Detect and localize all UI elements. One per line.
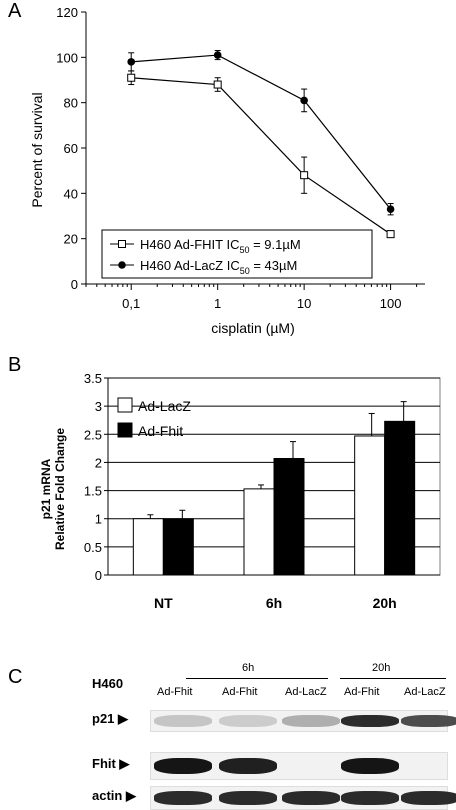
survival-y-tick-label: 120 xyxy=(56,5,78,20)
survival-legend-label: H460 Ad-LacZ IC50 = 43µM xyxy=(140,258,297,276)
blot-band xyxy=(401,715,456,727)
p21-plot-area: 0 0.5 1 1.5 2 2.5 3 3.5 NT 6h 20h xyxy=(84,371,441,611)
panel-c-label: C xyxy=(8,666,23,688)
p21-y-tick-label: 1 xyxy=(95,512,102,527)
blot-band xyxy=(282,791,340,805)
p21-y-tick-label: 3 xyxy=(95,399,102,414)
p21-y-tick-label: 2.5 xyxy=(84,427,102,442)
survival-y-axis-label: Percent of survival xyxy=(29,92,45,207)
western-blot: H460 6h 20h Ad-Fhit Ad-Fhit Ad-LacZ Ad-Fhit… xyxy=(0,660,456,810)
blot-row-label: Fhit ▶ xyxy=(92,756,130,771)
lane-label: Ad-Fhit xyxy=(222,686,258,698)
survival-series-line xyxy=(131,77,391,235)
p21-y-tick-label: 0 xyxy=(95,568,102,583)
blot-strip xyxy=(150,710,456,732)
blot-strip xyxy=(150,752,448,780)
survival-point-lacz xyxy=(300,96,308,105)
survival-point-fhit xyxy=(127,73,136,82)
blot-band xyxy=(341,715,399,727)
blot-band xyxy=(154,715,212,727)
blot-band xyxy=(154,791,212,805)
p21-y-tick-label: 0.5 xyxy=(84,540,102,555)
survival-point-fhit xyxy=(300,171,309,180)
survival-point-fhit xyxy=(213,80,222,89)
survival-y-tick-label: 100 xyxy=(56,50,78,65)
blot-band xyxy=(219,791,277,805)
p21-bar xyxy=(384,420,416,576)
p21-bar xyxy=(354,435,386,576)
p21-y-tick-label: 2 xyxy=(95,455,102,470)
survival-point-lacz xyxy=(213,51,222,59)
survival-y-tick-label: 60 xyxy=(64,141,78,156)
survival-legend-label: H460 Ad-FHIT IC50 = 9.1µM xyxy=(140,237,301,255)
survival-point-fhit xyxy=(386,230,395,239)
survival-legend-marker-fhit xyxy=(118,240,126,248)
survival-series xyxy=(127,50,395,239)
lane-label: Ad-Fhit xyxy=(344,686,380,698)
survival-point-lacz xyxy=(127,58,136,66)
p21-category-label: 6h xyxy=(266,595,282,611)
p21-legend-swatch xyxy=(117,422,133,438)
blot-row-label: p21 ▶ xyxy=(92,711,129,726)
blot-band xyxy=(282,715,340,727)
time-20h-divider xyxy=(340,678,446,679)
lane-label: Ad-LacZ xyxy=(285,686,327,698)
survival-axes: 0 20 40 60 80 100 120 0,1 1 10 100 xyxy=(56,5,425,311)
survival-x-tick-label: 1 xyxy=(214,296,221,311)
blot-band xyxy=(341,758,399,774)
survival-series-line xyxy=(131,54,392,210)
p21-bar xyxy=(273,457,305,576)
survival-x-tick-label: 10 xyxy=(297,296,311,311)
p21-y-axis-label-line1: p21 mRNA xyxy=(39,458,53,519)
p21-bar xyxy=(132,518,164,576)
p21-legend-swatch xyxy=(117,397,133,413)
p21-bar xyxy=(243,488,275,576)
panel-a-label: A xyxy=(8,0,22,22)
time-6h-divider xyxy=(186,678,328,679)
blot-band xyxy=(401,791,456,805)
lane-label: Ad-LacZ xyxy=(404,686,446,698)
survival-y-tick-label: 20 xyxy=(64,232,78,247)
survival-legend-box xyxy=(101,229,373,279)
p21-category-label: 20h xyxy=(373,595,397,611)
survival-chart: 0 20 40 60 80 100 120 0,1 1 10 100 Percent of surv… xyxy=(29,5,425,336)
p21-y-axis-label-line2: Relative Fold Change xyxy=(53,428,67,550)
survival-x-axis-label: cisplatin (µM) xyxy=(211,320,295,336)
panel-b-label: B xyxy=(8,354,22,376)
cell-line-label: H460 xyxy=(92,676,124,691)
p21-legend: Ad-LacZ Ad-Fhit xyxy=(117,397,191,439)
p21-bar xyxy=(162,518,194,576)
survival-point-lacz xyxy=(386,205,395,213)
blot-strip xyxy=(150,786,456,810)
survival-y-tick-label: 0 xyxy=(71,277,78,292)
survival-x-tick-label: 100 xyxy=(380,296,402,311)
p21-legend-label: Ad-Fhit xyxy=(138,423,183,439)
survival-legend-marker-lacz xyxy=(118,261,126,269)
survival-x-tick-label: 0,1 xyxy=(122,296,140,311)
p21-category-label: NT xyxy=(154,595,173,611)
survival-legend: H460 Ad-FHIT IC50 = 9.1µM H460 Ad-LacZ IC… xyxy=(101,229,373,279)
survival-y-tick-label: 40 xyxy=(64,186,78,201)
blot-row-label: actin ▶ xyxy=(92,788,136,803)
p21-y-tick-label: 1.5 xyxy=(84,484,102,499)
blot-band xyxy=(341,791,399,805)
blot-band xyxy=(219,715,277,727)
time-6h-label: 6h xyxy=(242,662,255,674)
p21-legend-label: Ad-LacZ xyxy=(138,398,191,414)
lane-label: Ad-Fhit xyxy=(157,686,193,698)
blot-band xyxy=(219,758,277,774)
blot-band xyxy=(154,758,212,774)
p21-y-tick-label: 3.5 xyxy=(84,371,102,386)
time-20h-label: 20h xyxy=(372,662,391,674)
survival-y-tick-label: 80 xyxy=(64,96,78,111)
p21-mrna-chart: p21 mRNA Relative Fold Change 0 0.5 1 1.5 2 2… xyxy=(39,371,441,611)
